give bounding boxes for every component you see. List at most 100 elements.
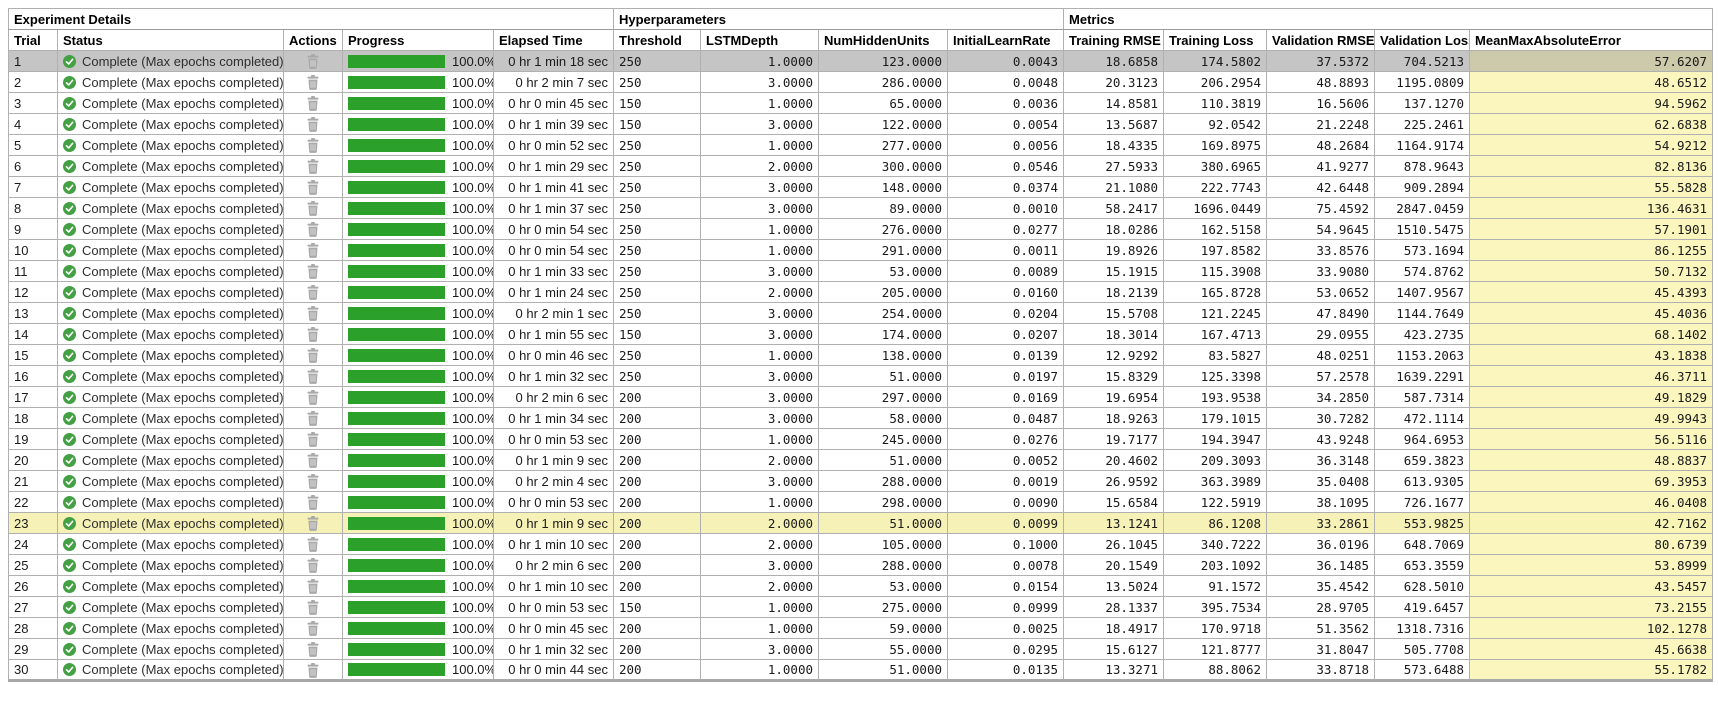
training-rmse-cell: 18.3014 <box>1063 323 1165 345</box>
col-header-training-rmse[interactable]: Training RMSE <box>1063 29 1165 51</box>
check-circle-icon <box>63 642 76 656</box>
table-row[interactable]: 12 Complete (Max epochs completed) <box>8 281 1714 303</box>
trash-icon[interactable] <box>307 264 319 279</box>
table-row[interactable]: 26 Complete (Max epochs completed) <box>8 575 1714 597</box>
numhiddenunits-cell: 254.0000 <box>818 302 948 324</box>
trash-icon[interactable] <box>307 516 319 531</box>
trash-icon[interactable] <box>307 537 319 552</box>
table-row[interactable]: 9 Complete (Max epochs completed) <box>8 218 1714 240</box>
trash-icon[interactable] <box>307 474 319 489</box>
col-header-initiallearnrate[interactable]: InitialLearnRate <box>946 29 1065 51</box>
actions-cell <box>283 575 343 597</box>
table-row[interactable]: 14 Complete (Max epochs completed) <box>8 323 1714 345</box>
threshold-cell: 150 <box>613 596 701 618</box>
threshold-cell: 200 <box>613 470 701 492</box>
col-header-validation-loss[interactable]: Validation Loss <box>1374 29 1471 51</box>
table-row[interactable]: 19 Complete (Max epochs completed) <box>8 428 1714 450</box>
col-header-status[interactable]: Status <box>57 29 284 51</box>
trash-icon[interactable] <box>307 579 319 594</box>
col-header-progress[interactable]: Progress <box>342 29 494 51</box>
table-row[interactable]: 8 Complete (Max epochs completed) <box>8 197 1714 219</box>
table-row[interactable]: 25 Complete (Max epochs completed) <box>8 554 1714 576</box>
table-row[interactable]: 10 Complete (Max epochs completed) <box>8 239 1714 261</box>
trash-icon[interactable] <box>307 201 319 216</box>
trash-icon[interactable] <box>307 138 319 153</box>
trash-icon[interactable] <box>307 96 319 111</box>
trash-icon[interactable] <box>307 327 319 342</box>
trash-icon[interactable] <box>307 558 319 573</box>
progress-bar <box>348 285 445 299</box>
trash-icon[interactable] <box>307 159 319 174</box>
initiallearnrate-cell: 0.0025 <box>946 617 1065 639</box>
table-row[interactable]: 28 Complete (Max epochs completed) <box>8 617 1714 639</box>
table-row[interactable]: 5 Complete (Max epochs completed) <box>8 134 1714 156</box>
actions-cell <box>283 407 343 429</box>
training-rmse-cell: 18.4917 <box>1063 617 1165 639</box>
trash-icon[interactable] <box>307 621 319 636</box>
progress-percent-label: 100.0% <box>452 221 494 237</box>
table-row[interactable]: 18 Complete (Max epochs completed) <box>8 407 1714 429</box>
col-header-actions[interactable]: Actions <box>283 29 343 51</box>
progress-percent-label: 100.0% <box>452 158 494 174</box>
trash-icon[interactable] <box>307 222 319 237</box>
progress-cell: 100.0% <box>342 659 494 682</box>
table-row[interactable]: 7 Complete (Max epochs completed) <box>8 176 1714 198</box>
table-row[interactable]: 1 Complete (Max epochs completed) <box>8 50 1714 72</box>
check-circle-icon <box>63 75 76 89</box>
col-header-training-loss[interactable]: Training Loss <box>1163 29 1268 51</box>
table-row[interactable]: 29 Complete (Max epochs completed) <box>8 638 1714 660</box>
trash-icon[interactable] <box>307 243 319 258</box>
table-row[interactable]: 30 Complete (Max epochs completed) <box>8 659 1714 682</box>
meanmaxabsoluteerror-cell: 42.7162 <box>1469 512 1714 534</box>
progress-bar <box>348 327 445 341</box>
table-row[interactable]: 11 Complete (Max epochs completed) <box>8 260 1714 282</box>
col-header-lstmdepth[interactable]: LSTMDepth <box>700 29 819 51</box>
table-row[interactable]: 27 Complete (Max epochs completed) <box>8 596 1714 618</box>
meanmaxabsoluteerror-cell: 56.5116 <box>1469 428 1714 450</box>
meanmaxabsoluteerror-cell: 102.1278 <box>1469 617 1714 639</box>
trash-icon[interactable] <box>307 411 319 426</box>
table-row[interactable]: 15 Complete (Max epochs completed) <box>8 344 1714 366</box>
validation-rmse-cell: 36.3148 <box>1266 449 1376 471</box>
numhiddenunits-cell: 51.0000 <box>818 512 948 534</box>
numhiddenunits-cell: 288.0000 <box>818 554 948 576</box>
table-row[interactable]: 21 Complete (Max epochs completed) <box>8 470 1714 492</box>
table-row[interactable]: 16 Complete (Max epochs completed) <box>8 365 1714 387</box>
table-row[interactable]: 20 Complete (Max epochs completed) <box>8 449 1714 471</box>
meanmaxabsoluteerror-cell: 94.5962 <box>1469 92 1714 114</box>
table-row[interactable]: 22 Complete (Max epochs completed) <box>8 491 1714 513</box>
col-header-threshold[interactable]: Threshold <box>613 29 701 51</box>
col-header-elapsed-time[interactable]: Elapsed Time <box>493 29 614 51</box>
trash-icon[interactable] <box>307 75 319 90</box>
trash-icon[interactable] <box>307 432 319 447</box>
table-row[interactable]: 3 Complete (Max epochs completed) <box>8 92 1714 114</box>
trash-icon[interactable] <box>307 662 319 678</box>
trash-icon[interactable] <box>307 453 319 468</box>
table-row[interactable]: 2 Complete (Max epochs completed) <box>8 71 1714 93</box>
status-cell: Complete (Max epochs completed) <box>57 470 284 492</box>
trash-icon[interactable] <box>307 390 319 405</box>
trial-number-cell: 30 <box>8 659 58 682</box>
table-row[interactable]: 13 Complete (Max epochs completed) <box>8 302 1714 324</box>
col-header-validation-rmse[interactable]: Validation RMSE <box>1266 29 1376 51</box>
table-row[interactable]: 24 Complete (Max epochs completed) <box>8 533 1714 555</box>
trash-icon[interactable] <box>307 495 319 510</box>
table-row[interactable]: 17 Complete (Max epochs completed) <box>8 386 1714 408</box>
table-row[interactable]: 4 Complete (Max epochs completed) <box>8 113 1714 135</box>
trash-icon[interactable] <box>307 180 319 195</box>
trash-icon[interactable] <box>307 117 319 132</box>
trash-icon[interactable] <box>307 369 319 384</box>
trash-icon[interactable] <box>307 285 319 300</box>
trash-icon[interactable] <box>307 54 319 69</box>
col-header-numhiddenunits[interactable]: NumHiddenUnits <box>818 29 948 51</box>
col-header-trial[interactable]: Trial <box>8 29 58 51</box>
status-cell: Complete (Max epochs completed) <box>57 428 284 450</box>
trash-icon[interactable] <box>307 348 319 363</box>
table-row[interactable]: 23 Complete (Max epochs completed) <box>8 512 1714 534</box>
table-row[interactable]: 6 Complete (Max epochs completed) <box>8 155 1714 177</box>
trash-icon[interactable] <box>307 600 319 615</box>
status-cell: Complete (Max epochs completed) <box>57 617 284 639</box>
col-header-meanmaxabsoluteerror[interactable]: MeanMaxAbsoluteError <box>1469 29 1714 51</box>
trash-icon[interactable] <box>307 642 319 657</box>
trash-icon[interactable] <box>307 306 319 321</box>
